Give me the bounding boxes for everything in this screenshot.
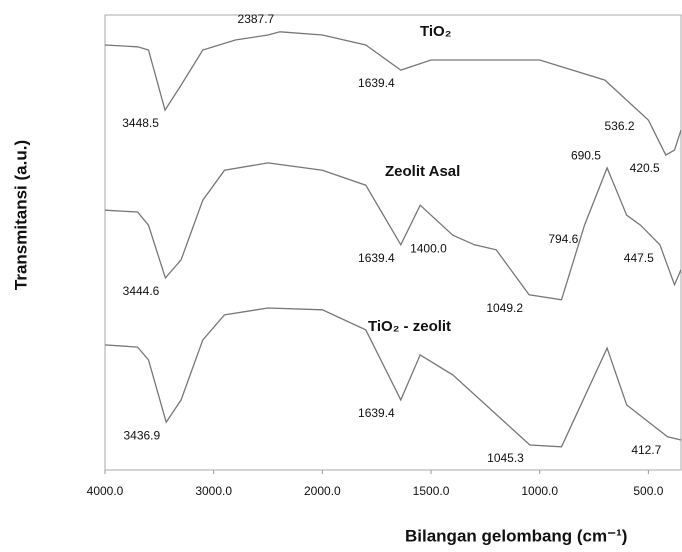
x-tick-label: 4000.0: [87, 484, 124, 498]
peak-label: 1639.4: [358, 406, 395, 420]
peak-label: 690.5: [571, 148, 601, 162]
series-title: TiO₂ - zeolit: [368, 318, 451, 335]
peak-label: 447.5: [624, 251, 654, 265]
y-axis-title: Transmitansi (a.u.): [11, 140, 30, 290]
spectrum-line: [104, 31, 682, 157]
x-tick-label: 1000.0: [521, 484, 558, 498]
spectrum-line: [104, 162, 682, 301]
series-title: TiO₂: [420, 23, 451, 40]
spectrum-line: [104, 307, 682, 448]
x-tick-label: 1500.0: [413, 484, 450, 498]
peak-label: 794.6: [548, 232, 578, 246]
plot-frame: [104, 14, 682, 471]
peak-label: 3436.9: [123, 428, 160, 442]
x-tick-label: 500.0: [633, 484, 663, 498]
x-tick-label: 2000.0: [304, 484, 341, 498]
peak-label: 3444.6: [123, 284, 160, 298]
x-tick-label: 3000.0: [195, 484, 232, 498]
peak-label: 412.7: [631, 443, 661, 457]
peak-label: 3448.5: [122, 116, 159, 130]
x-axis-title: Bilangan gelombang (cm⁻¹): [405, 526, 627, 545]
peak-label: 1400.0: [410, 241, 447, 255]
series-title: Zeolit Asal: [385, 163, 460, 180]
peak-label: 420.5: [630, 161, 660, 175]
peak-label: 536.2: [604, 119, 634, 133]
peak-label: 1049.2: [486, 301, 523, 315]
peak-label: 2387.7: [238, 12, 275, 26]
peak-label: 1045.3: [487, 451, 524, 465]
peak-label: 1639.4: [358, 251, 395, 265]
peak-label: 1639.4: [358, 76, 395, 90]
